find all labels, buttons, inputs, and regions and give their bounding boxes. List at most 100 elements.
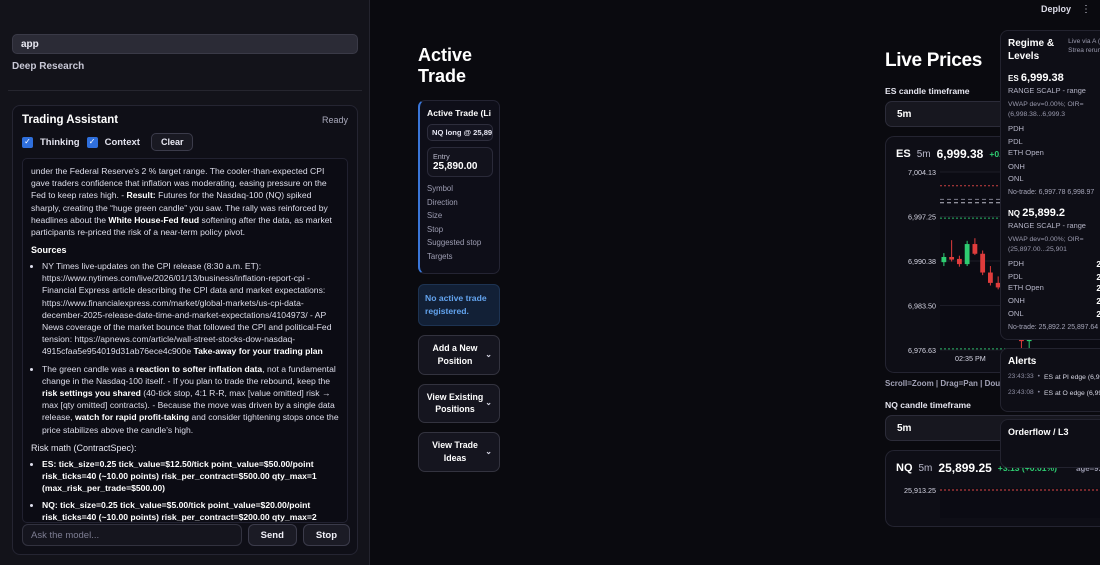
live-prices-title: Live Prices — [885, 50, 983, 71]
row-label: PDH — [1008, 124, 1025, 134]
page-title: Active Trade — [418, 45, 473, 86]
trading-assistant-header: Trading Assistant Ready — [22, 114, 348, 126]
nq-symbol: NQ — [896, 462, 913, 474]
regime-levels-subtitle: Live via A (no Strea reruns) — [1068, 38, 1100, 54]
transcript-paragraph: under the Federal Reserve's 2 % target r… — [31, 165, 339, 238]
field-targets: Targets — [427, 251, 453, 261]
es-timeframe-label: ES candle timeframe — [885, 86, 970, 96]
row-label: PDL — [1008, 136, 1023, 146]
deploy-button[interactable]: Deploy — [1040, 4, 1071, 14]
view-existing-positions-button[interactable]: View Existing Positions ⌄ — [418, 383, 500, 424]
bullet-icon: • — [1037, 388, 1040, 396]
kebab-menu-icon[interactable]: ⋮ — [1081, 3, 1092, 15]
list-item: 23:43:08 • ES at O edge (6,998.63 — [1008, 389, 1100, 399]
regime-es-vwap: VWAP dev=0.00%; OIR= (6,998.38...6,999.3 — [1008, 101, 1084, 118]
sources-list: NY Times live-updates on the CPI release… — [42, 260, 339, 436]
row-value: 25,905 — [1096, 283, 1100, 294]
add-new-position-button[interactable]: Add a New Position ⌄ — [418, 335, 500, 375]
risk-es: ES: tick_size=0.25 tick_value=$12.50/tic… — [42, 458, 317, 493]
table-row: ETH Open 7,000 — [1008, 149, 1100, 159]
transcript-clipped: under the Federal Reserve's 2 % target r… — [31, 166, 327, 201]
es-last-price: 6,999.38 — [936, 147, 984, 161]
y-axis-tick: 6,976.63 — [908, 346, 936, 355]
list-item: 23:43:33 • ES at PI edge (6,998.88 — [1008, 373, 1100, 383]
row-label: ONL — [1008, 174, 1024, 184]
table-row: ETH Open 25,905 — [1008, 283, 1100, 294]
table-row: ONL 6,996 — [1008, 174, 1100, 184]
nq-last-price: 25,899.25 — [938, 461, 992, 475]
active-trade-column: Active Trade Active Trade (Li NQ long @ … — [418, 45, 513, 472]
row-label: ETH Open — [1008, 283, 1044, 293]
regime-nq-rows: PDH 26,042 PDL 25,803 ETH Open 25,905 — [1008, 259, 1100, 319]
table-row: PDL 6,976 — [1008, 137, 1100, 147]
regime-es-mode: RANGE SCALP - range — [1008, 86, 1086, 95]
risk-math-heading: Risk math (ContractSpec): — [31, 442, 137, 453]
row-label: ONL — [1008, 308, 1024, 318]
context-checkbox[interactable]: ✓ — [86, 136, 98, 148]
bullet2-b: reaction to softer inflation data — [136, 363, 263, 374]
row-value: 26,042 — [1096, 259, 1100, 270]
sidebar-divider — [8, 90, 362, 91]
context-label: Context — [104, 136, 140, 148]
table-row: PDH 26,042 — [1008, 259, 1100, 269]
alerts-card: Alerts 23:43:33 • ES at PI edge (6,998.8… — [1000, 348, 1100, 413]
field-suggested-stop: Suggested stop — [427, 238, 482, 248]
sources-heading: Sources — [31, 245, 67, 256]
bullet2-d: risk settings you shared — [42, 388, 141, 399]
y-axis-tick: 6,990.38 — [908, 257, 936, 266]
table-row: ONH 25,913 — [1008, 296, 1100, 306]
field-size: Size — [427, 211, 443, 221]
chevron-down-icon: ⌄ — [485, 398, 492, 408]
regime-section-nq: NQ 25,899.2 RANGE SCALP - range VWAP dev… — [1008, 207, 1100, 333]
regime-es-symbol: ES — [1008, 74, 1019, 83]
regime-nq-no-trade: No-trade: 25,892.2 25,897.64 — [1008, 323, 1099, 331]
regime-es-symbol-row: ES 6,999.38 — [1008, 72, 1100, 84]
row-value: 25,803 — [1096, 271, 1100, 282]
send-button[interactable]: Send — [247, 524, 297, 546]
row-value: 25,887 — [1096, 308, 1100, 319]
clear-button[interactable]: Clear — [150, 133, 194, 151]
regime-section-es: ES 6,999.38 RANGE SCALP - range VWAP dev… — [1008, 72, 1100, 198]
y-axis-tick: 25,913.25 — [904, 486, 936, 495]
thinking-checkbox[interactable]: ✓ — [22, 136, 33, 148]
trading-assistant-card: Trading Assistant Ready ✓ Thinking ✓ Con… — [12, 105, 358, 555]
orderflow-header-row: Bi — [1008, 453, 1100, 460]
right-panel[interactable]: Regime & Levels Live via A (no Strea rer… — [1000, 30, 1100, 565]
es-timeframe-value: 5m — [897, 108, 912, 120]
ask-model-input[interactable]: Ask the model... — [22, 524, 242, 546]
active-trade-card-title: Active Trade (Li — [427, 108, 491, 119]
deep-research-link[interactable]: Deep Research — [12, 61, 85, 72]
stop-button[interactable]: Stop — [302, 524, 350, 546]
wh-feud-bold: White House-Fed feud — [108, 214, 200, 225]
nq-timeframe: 5m — [918, 462, 933, 474]
regime-nq-price: 25,899.2 — [1022, 206, 1066, 219]
row-label: ONH — [1008, 161, 1025, 171]
regime-nq-symbol: NQ — [1008, 208, 1020, 218]
nq-candlestick-svg: 25,913.25ONH — [904, 486, 1100, 518]
y-axis-tick: 7,004.13 — [908, 168, 936, 177]
transcript-result: Futures for the Nasdaq-100 (NQ) spiked s… — [31, 190, 328, 225]
y-axis-tick: 6,983.50 — [908, 302, 936, 311]
assistant-transcript[interactable]: under the Federal Reserve's 2 % target r… — [22, 158, 348, 523]
regime-levels-header: Regime & Levels Live via A (no Strea rer… — [1008, 38, 1100, 63]
row-label: ONH — [1008, 296, 1025, 306]
entry-label: Entry — [433, 152, 450, 162]
chevron-down-icon: ⌄ — [485, 350, 492, 360]
list-item: ES: tick_size=0.25 tick_value=$12.50/tic… — [42, 458, 339, 495]
takeaway-bold: Take-away for your trading plan — [193, 346, 323, 357]
active-trade-fields: Symbol Direction Size Stop Suggested sto… — [427, 184, 493, 261]
regime-levels-title: Regime & Levels — [1008, 38, 1055, 62]
nq-plot[interactable]: 25,913.25ONH — [896, 482, 1100, 518]
search-input[interactable]: app — [12, 34, 358, 54]
field-stop: Stop — [427, 224, 444, 234]
result-label: Result: — [126, 190, 156, 201]
chevron-down-icon: ⌄ — [485, 447, 492, 457]
view-trade-ideas-button[interactable]: View Trade Ideas ⌄ — [418, 432, 500, 472]
list-item: NY Times live-updates on the CPI release… — [42, 260, 339, 358]
view-trade-ideas-label: View Trade Ideas — [432, 440, 478, 463]
transcript-result2: softening after the data, as market part… — [31, 214, 332, 238]
regime-levels-card: Regime & Levels Live via A (no Strea rer… — [1000, 30, 1100, 341]
risk-nq: NQ: tick_size=0.25 tick_value=$5.00/tick… — [42, 500, 317, 523]
add-new-position-label: Add a New Position — [432, 343, 478, 366]
